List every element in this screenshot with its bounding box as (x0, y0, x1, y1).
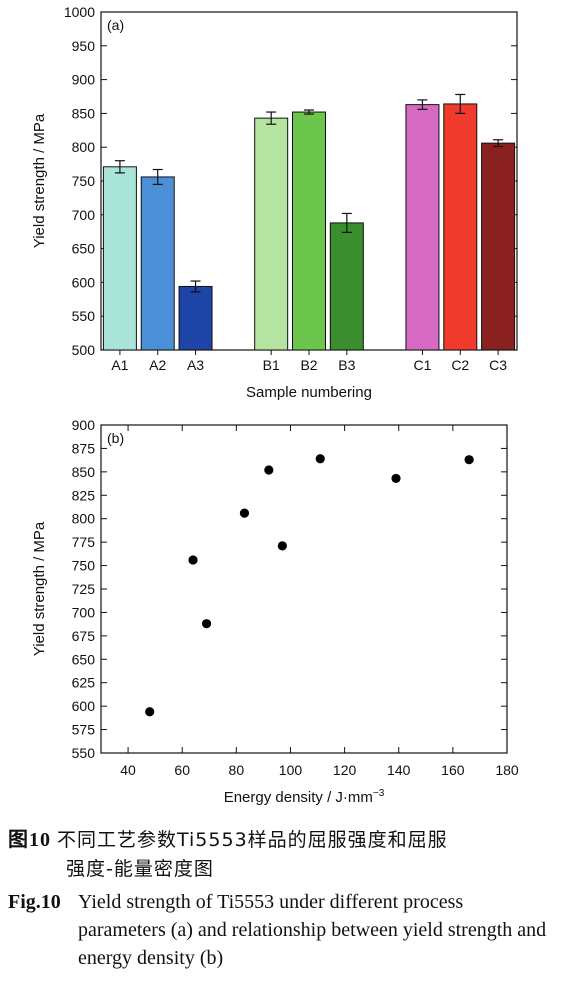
plot-frame (100, 424, 508, 754)
y-tick-label: 950 (72, 38, 96, 54)
y-tick-label: 725 (72, 581, 96, 597)
x-tick-label: A1 (111, 357, 128, 373)
data-point (464, 455, 474, 465)
y-axis-label: Yield strength / MPa (31, 113, 48, 248)
data-point (201, 619, 212, 629)
y-tick-label: 900 (72, 72, 96, 88)
panel-label: (a) (107, 17, 124, 33)
x-axis-label: Energy density / J·mm−3 (224, 788, 385, 806)
data-point (315, 454, 325, 464)
figure-caption: 图10 不同工艺参数Ti5553样品的屈服强度和屈服 强度-能量密度图 Fig.1… (8, 826, 553, 972)
scatter-chart-panel: 550 575 600 625 650 675 700 725 750 775 800 825 850 8… (31, 417, 519, 806)
data-point (391, 473, 401, 484)
x-tick-label: 40 (120, 762, 136, 778)
y-tick-label: 750 (72, 173, 96, 189)
x-tick-label: 140 (387, 762, 411, 778)
x-axis-label-text: Energy density / J·mm (224, 789, 373, 806)
y-tick-label: 750 (72, 558, 96, 574)
y-tick-label: 575 (72, 722, 96, 738)
bar-c3 (481, 142, 516, 351)
data-point (264, 465, 274, 475)
caption-en-text: Yield strength of Ti5553 under different… (78, 891, 547, 969)
bar-chart-panel: 500 550 600 650 700 750 800 850 900 950 1000 A1 A2 A3… (31, 4, 518, 401)
x-tick-label: B1 (263, 357, 280, 373)
x-tick-label: 180 (495, 762, 519, 778)
caption-cn-line1: 不同工艺参数Ti5553样品的屈服强度和屈服 (57, 829, 448, 851)
x-axis-label-superscript: −3 (373, 788, 385, 799)
bar-a3 (178, 285, 213, 351)
bar-b1 (254, 117, 289, 351)
figure-canvas: 500 550 600 650 700 750 800 850 900 950 1000 A1 A2 A3… (31, 4, 519, 806)
y-tick-label: 700 (72, 207, 96, 223)
caption-cn-head: 图10 (8, 829, 51, 851)
y-tick-label: 700 (72, 604, 96, 620)
y-tick-label: 800 (72, 511, 96, 527)
x-tick-label: A3 (187, 357, 204, 373)
data-point (145, 707, 155, 717)
y-tick-label: 550 (72, 745, 96, 761)
bar-c1 (405, 104, 440, 351)
bar-b2 (292, 111, 326, 351)
y-axis-label: Yield strength / MPa (31, 521, 48, 656)
caption-chinese: 图10 不同工艺参数Ti5553样品的屈服强度和屈服 强度-能量密度图 (8, 826, 553, 884)
y-tick-label: 850 (72, 105, 96, 121)
y-tick-label: 600 (72, 274, 96, 290)
x-tick-label: 60 (174, 762, 190, 778)
caption-cn-line2: 强度-能量密度图 (66, 858, 214, 880)
y-tick-label: 500 (72, 342, 96, 358)
y-tick-label: 1000 (64, 4, 95, 20)
x-tick-label: C1 (414, 357, 432, 373)
panel-label: (b) (107, 430, 124, 446)
data-point (277, 541, 287, 551)
x-tick-label: C2 (451, 357, 469, 373)
x-axis-label: Sample numbering (246, 384, 372, 401)
y-tick-label: 675 (72, 628, 96, 644)
bar-c2 (443, 103, 478, 351)
data-point (239, 508, 250, 518)
x-tick-label: B2 (300, 357, 317, 373)
y-tick-label: 775 (72, 534, 96, 550)
y-tick-label: 650 (72, 241, 96, 257)
caption-english: Fig.10 Yield strength of Ti5553 under di… (8, 888, 553, 972)
y-tick-label: 550 (72, 308, 96, 324)
y-tick-label: 900 (72, 417, 96, 433)
y-tick-label: 800 (72, 139, 96, 155)
x-tick-label: B3 (338, 357, 355, 373)
x-tick-label: 80 (229, 762, 245, 778)
caption-en-head: Fig.10 (8, 891, 61, 913)
y-tick-label: 600 (72, 698, 96, 714)
x-tick-label: C3 (489, 357, 507, 373)
x-tick-label: 160 (441, 762, 465, 778)
y-tick-label: 825 (72, 487, 96, 503)
x-tick-label: 120 (333, 762, 357, 778)
data-point (188, 555, 198, 565)
y-tick-label: 850 (72, 464, 96, 480)
bar-a2 (140, 176, 175, 351)
y-tick-label: 650 (72, 651, 96, 667)
bar-a1 (102, 166, 137, 351)
bar-b3 (329, 222, 364, 351)
y-tick-label: 625 (72, 675, 96, 691)
x-tick-label: A2 (149, 357, 166, 373)
x-tick-label: 100 (279, 762, 303, 778)
y-tick-label: 875 (72, 440, 96, 456)
